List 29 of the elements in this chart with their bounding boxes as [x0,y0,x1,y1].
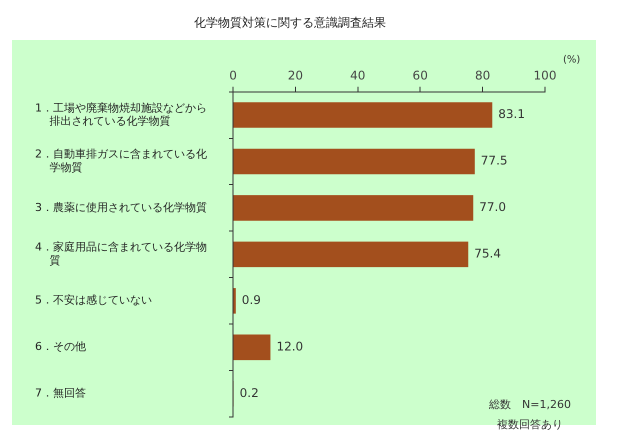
data-label: 77.5 [480,154,508,168]
bar [234,148,475,174]
annotation: 総数 N=1,260 [488,398,571,411]
x-axis-title: (%) [563,54,580,66]
bar [234,195,474,221]
y-tick-label: 2．自動車排ガスに含まれている化学物質 [35,148,207,174]
y-tick-label: 1．工場や廃棄物焼却施設などから排出されている化学物質 [35,101,207,128]
x-tick-label: 100 [534,68,556,83]
y-tick-label: 7．無回答 [35,386,86,400]
data-label: 77.0 [479,200,506,214]
y-tick-label: 6．その他 [35,340,86,354]
y-tick-label: 4．家庭用品に含まれている化学物質 [35,240,207,267]
x-tick-label: 20 [288,68,304,83]
bar [234,242,468,268]
y-tick-label: 3．農薬に使用されている化学物質 [35,200,207,214]
bar [234,102,492,128]
data-label: 12.0 [276,339,304,354]
bar [234,334,270,360]
x-tick-label: 80 [474,68,490,83]
y-tick-label: 5．不安は感じていない [35,294,152,307]
x-tick-label: 40 [350,68,366,83]
x-tick-label: 60 [412,68,428,83]
x-tick-label: 0 [229,68,237,83]
data-label: 83.1 [498,107,525,122]
data-label: 0.9 [242,292,261,307]
data-label: 0.2 [240,386,259,400]
data-label: 75.4 [474,246,501,261]
text: 複数回答あり [497,418,563,431]
chart-title: 化学物質対策に関する意識調査結果 [194,15,386,30]
